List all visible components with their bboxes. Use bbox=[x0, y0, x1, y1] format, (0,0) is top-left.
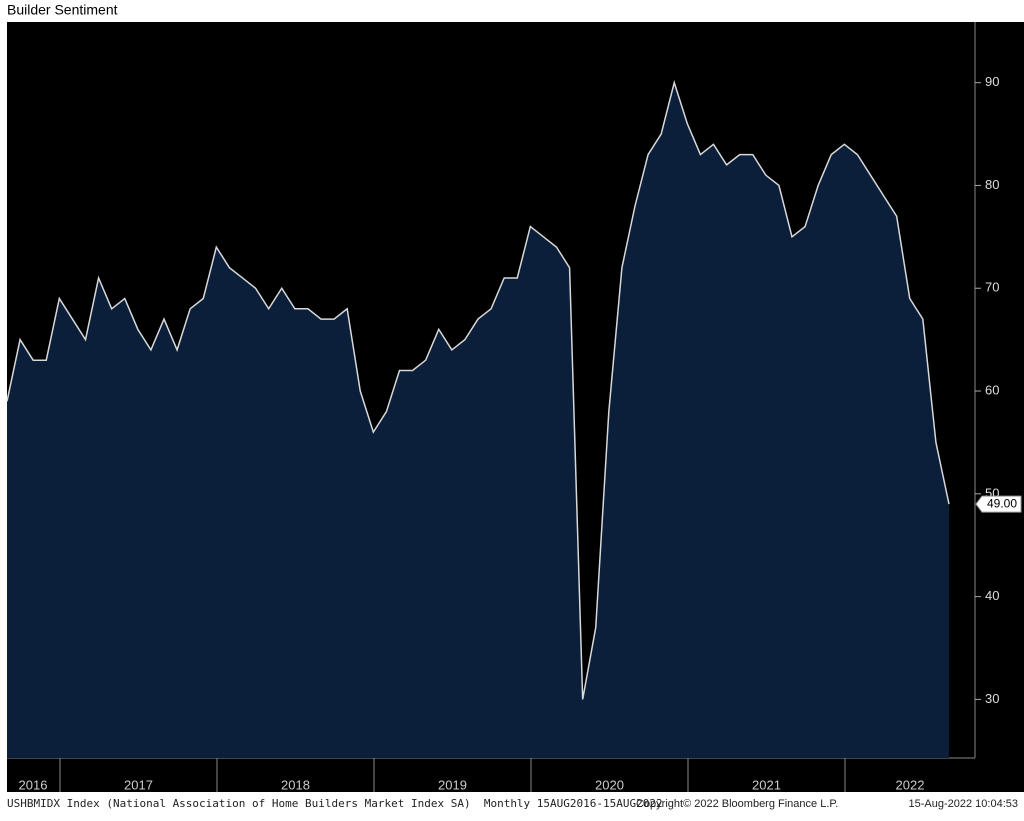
y-tick-label: 60 bbox=[985, 382, 999, 397]
area-line bbox=[6, 79, 950, 700]
x-tick-label: 2019 bbox=[438, 777, 467, 792]
x-tick-label: 2018 bbox=[281, 777, 310, 792]
x-tick-label: 2016 bbox=[19, 777, 48, 792]
chart-title: Builder Sentiment bbox=[7, 2, 118, 18]
footer-timestamp: 15-Aug-2022 10:04:53 bbox=[909, 798, 1018, 810]
y-tick-label: 80 bbox=[985, 177, 999, 192]
value-label: 49.00 bbox=[987, 496, 1017, 510]
y-tick-label: 70 bbox=[985, 280, 999, 295]
x-tick-label: 2020 bbox=[595, 777, 624, 792]
x-tick-label: 2022 bbox=[896, 777, 925, 792]
x-tick-label: 2017 bbox=[124, 777, 153, 792]
y-tick-label: 40 bbox=[985, 588, 999, 603]
area-fill bbox=[7, 82, 949, 758]
y-tick-label: 90 bbox=[985, 74, 999, 89]
footer-source: USHBMIDX Index (National Association of … bbox=[7, 797, 663, 810]
y-tick-label: 30 bbox=[985, 691, 999, 706]
x-tick-label: 2021 bbox=[752, 777, 781, 792]
footer-copyright: Copyright© 2022 Bloomberg Finance L.P. bbox=[636, 798, 838, 810]
value-label-box bbox=[975, 495, 1022, 513]
